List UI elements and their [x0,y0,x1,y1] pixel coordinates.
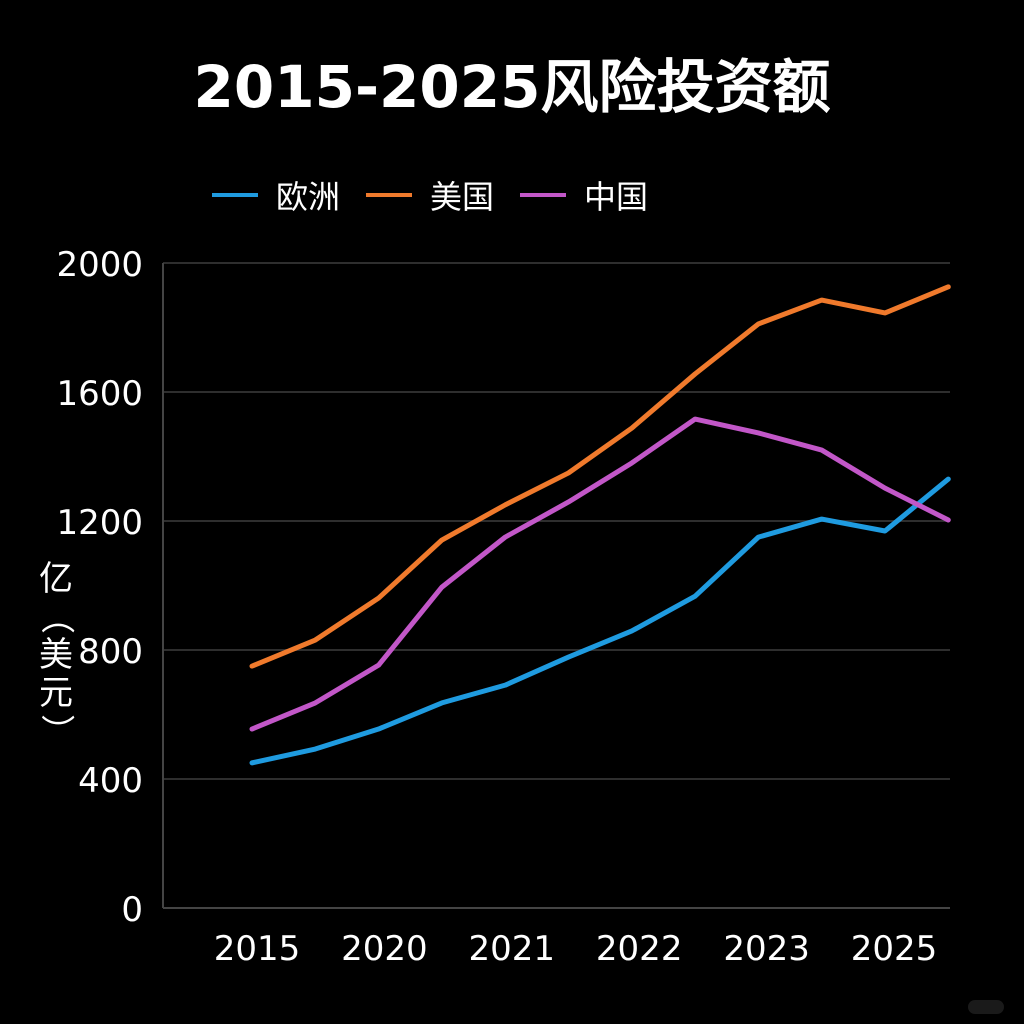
y-tick-label: 400 [78,761,143,801]
y-tick-label: 800 [78,632,143,672]
legend-item-china: 中国 [520,172,648,218]
y-axis-label: 亿（美元） [36,559,76,748]
y-tick-label: 1600 [56,374,143,414]
legend-label: 欧洲 [276,178,341,216]
series-line-2 [249,416,951,732]
x-tick-label: 2015 [214,929,301,969]
x-tick-label: 2023 [723,929,810,969]
legend-swatch [520,193,567,197]
legend-label: 美国 [430,178,495,216]
legend-item-usa: 美国 [366,172,494,218]
y-tick-label: 0 [121,890,143,930]
x-tick-label: 2020 [341,929,428,969]
legend-swatch [366,193,413,197]
legend-label: 中国 [584,178,649,216]
x-tick-label: 2021 [469,929,556,969]
watermark [968,1000,1004,1014]
legend-swatch [212,193,258,197]
series-line-1 [249,284,951,669]
y-tick-label: 1200 [56,503,143,543]
x-tick-label: 2025 [851,929,938,969]
legend: 欧洲 美国 中国 [212,172,648,218]
chart-title: 2015-2025风险投资额 [193,53,831,121]
x-tick-label: 2022 [596,929,683,969]
series-line-0 [249,476,951,766]
y-tick-label: 2000 [56,245,143,285]
legend-item-europe: 欧洲 [212,172,340,218]
